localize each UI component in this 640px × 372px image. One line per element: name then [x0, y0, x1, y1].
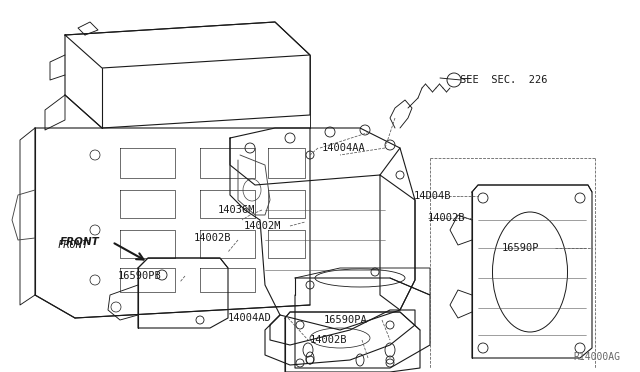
Text: 16590PB: 16590PB: [118, 271, 162, 281]
Text: 14002M: 14002M: [244, 221, 282, 231]
Text: 14036M: 14036M: [218, 205, 255, 215]
Text: SEE  SEC.  226: SEE SEC. 226: [460, 75, 547, 85]
Text: 14D04B: 14D04B: [414, 191, 451, 201]
Text: 14004AA: 14004AA: [322, 143, 365, 153]
Text: 14004AD: 14004AD: [228, 313, 272, 323]
Text: 14002B: 14002B: [194, 233, 232, 243]
Text: 16590P: 16590P: [502, 243, 540, 253]
Text: FRONT: FRONT: [60, 237, 100, 247]
Text: 14002B: 14002B: [310, 335, 348, 345]
Text: R14000AG: R14000AG: [573, 352, 620, 362]
Text: 16590PA: 16590PA: [324, 315, 368, 325]
Text: FRONT: FRONT: [58, 240, 89, 250]
Text: 14002B: 14002B: [428, 213, 465, 223]
